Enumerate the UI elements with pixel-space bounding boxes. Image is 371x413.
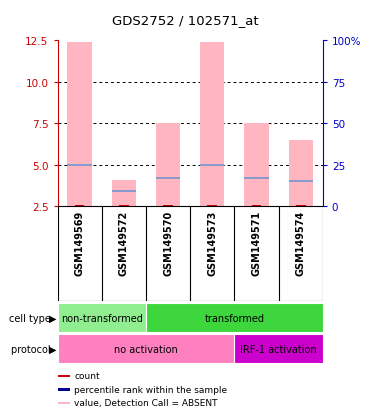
Text: GDS2752 / 102571_at: GDS2752 / 102571_at: [112, 14, 259, 27]
Text: count: count: [74, 372, 100, 380]
Text: GSM149574: GSM149574: [296, 210, 306, 275]
Text: IRF-1 activation: IRF-1 activation: [240, 344, 317, 354]
Bar: [75, 206, 85, 207]
Bar: [244, 124, 269, 206]
Bar: [112, 190, 136, 193]
Text: GSM149570: GSM149570: [163, 210, 173, 275]
Text: rank, Detection Call = ABSENT: rank, Detection Call = ABSENT: [74, 412, 213, 413]
Text: no activation: no activation: [114, 344, 178, 354]
Text: GSM149573: GSM149573: [207, 210, 217, 275]
Bar: [244, 177, 269, 180]
Bar: [58, 375, 70, 377]
Bar: [58, 335, 234, 363]
Bar: [163, 206, 173, 207]
Text: GSM149572: GSM149572: [119, 210, 129, 275]
Text: GSM149569: GSM149569: [75, 210, 85, 275]
Bar: [112, 180, 136, 206]
Text: transformed: transformed: [204, 313, 265, 323]
Bar: [68, 43, 92, 206]
Text: protocol: protocol: [11, 344, 54, 354]
Bar: [296, 206, 306, 207]
Bar: [156, 124, 180, 206]
Text: ▶: ▶: [49, 313, 57, 323]
Bar: [252, 206, 261, 207]
Text: percentile rank within the sample: percentile rank within the sample: [74, 385, 227, 394]
Bar: [234, 335, 323, 363]
Bar: [289, 180, 313, 183]
Bar: [146, 304, 323, 332]
Text: ▶: ▶: [49, 344, 57, 354]
Text: cell type: cell type: [9, 313, 54, 323]
Bar: [58, 402, 70, 404]
Bar: [58, 388, 70, 391]
Text: value, Detection Call = ABSENT: value, Detection Call = ABSENT: [74, 399, 218, 407]
Bar: [200, 43, 224, 206]
Bar: [200, 164, 224, 166]
Text: non-transformed: non-transformed: [61, 313, 143, 323]
Bar: [156, 177, 180, 180]
Bar: [289, 140, 313, 206]
Bar: [68, 164, 92, 166]
Text: GSM149571: GSM149571: [252, 210, 262, 275]
Bar: [207, 206, 217, 207]
Bar: [119, 206, 129, 207]
Bar: [58, 304, 146, 332]
